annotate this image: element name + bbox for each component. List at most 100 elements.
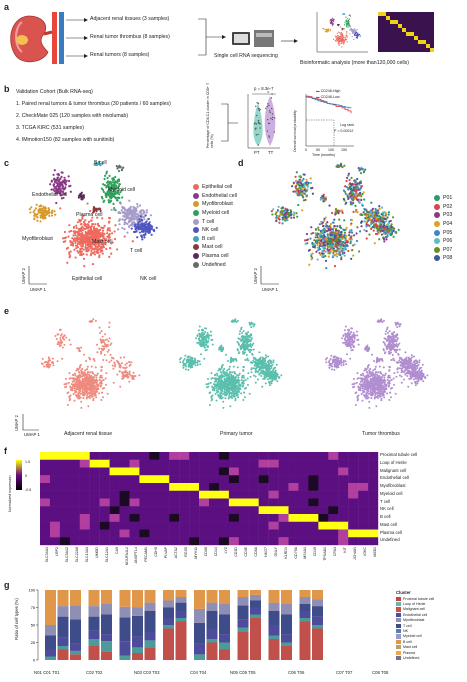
umap-point (249, 342, 252, 345)
umap-point (392, 235, 395, 238)
umap-point (331, 23, 333, 25)
violin-point (258, 122, 260, 125)
umap-point (62, 337, 65, 340)
umap-point (100, 330, 103, 333)
umap-point (321, 230, 324, 234)
umap-point (63, 181, 66, 184)
heatmap-cell (426, 32, 430, 36)
umap-point (84, 219, 87, 222)
umap-point (71, 237, 74, 240)
umap-point (86, 365, 89, 368)
umap-point (322, 247, 325, 250)
umap-point (107, 221, 111, 224)
umap-point (357, 250, 361, 253)
legend-swatch (434, 229, 440, 236)
umap-point (259, 356, 262, 359)
umap-point (80, 198, 83, 201)
umap-point (318, 247, 322, 251)
umap-point (87, 405, 90, 408)
umap-point (252, 367, 255, 370)
umap-point (221, 376, 224, 379)
umap-point (121, 196, 124, 199)
heatmap-cell (426, 20, 430, 24)
umap-point (326, 248, 329, 251)
umap-point (245, 347, 248, 350)
umap-point (356, 35, 358, 37)
umap-point (107, 240, 110, 243)
heatmap-cell (406, 44, 410, 48)
umap-point (98, 256, 101, 259)
umap-point (42, 213, 45, 216)
umap-point (291, 185, 294, 188)
umap-point (68, 372, 71, 375)
umap-point (82, 384, 85, 387)
umap-point (237, 389, 240, 392)
umap-adjacent (40, 318, 141, 409)
umap-point (128, 199, 131, 202)
umap-point (212, 386, 215, 389)
umap-point (105, 338, 108, 341)
heatmap-cell (430, 36, 434, 40)
umap-point (92, 397, 95, 400)
umap-point (320, 220, 323, 223)
violin-point (270, 117, 272, 120)
umap-point (266, 365, 269, 368)
legend-label: P05 (443, 229, 453, 236)
umap-point (317, 228, 320, 232)
umap-point (51, 357, 54, 360)
umap-point (322, 234, 326, 237)
umap-point (244, 359, 247, 362)
heatmap-cell (402, 40, 406, 44)
umap-point (347, 24, 349, 26)
umap-point (333, 218, 336, 221)
umap-point (322, 224, 325, 228)
umap-point (389, 231, 392, 234)
umap-point (78, 218, 81, 221)
legend-swatch (434, 203, 440, 210)
umap-label-tcell: T cell (130, 248, 143, 254)
umap-point (63, 386, 66, 389)
umap-point (338, 41, 340, 43)
umap-point (222, 382, 225, 385)
umap-point (254, 364, 257, 367)
umap-point (137, 223, 140, 226)
umap-point (391, 216, 395, 219)
heatmap-cell (430, 28, 434, 32)
heatmap-cell (382, 32, 386, 36)
umap-point (117, 165, 120, 169)
umap-point (112, 192, 116, 195)
umap-point (55, 201, 58, 205)
umap-point (138, 374, 141, 377)
umap-point (258, 373, 261, 376)
umap-point (69, 250, 72, 253)
umap-point (237, 376, 240, 379)
umap-point (345, 36, 347, 38)
umap-point (98, 347, 101, 350)
heatmap-cell (402, 36, 406, 40)
heatmap-cell (398, 48, 402, 52)
umap-point (335, 255, 339, 258)
patient-legend-item: P03 (434, 211, 452, 220)
umap-point (250, 361, 253, 364)
violin-point (255, 114, 258, 117)
violin-point (259, 127, 261, 129)
patient-legend-item: P02 (434, 203, 452, 212)
umap-point (215, 385, 218, 388)
umap-point (242, 330, 245, 333)
legend-swatch (434, 212, 440, 219)
umap-point (303, 239, 307, 242)
umap-point (333, 21, 335, 23)
umap-point (73, 378, 76, 381)
umap-point (88, 373, 91, 376)
umap-point (267, 355, 270, 358)
umap-point (323, 219, 326, 222)
umap-point (90, 365, 93, 368)
umap-point (123, 221, 126, 224)
umap-point (324, 216, 327, 219)
umap-point (245, 386, 248, 389)
umap-point (107, 198, 110, 202)
umap-point (228, 390, 231, 393)
umap-point (203, 336, 206, 339)
umap-point (233, 388, 236, 391)
umap-point (206, 377, 209, 380)
